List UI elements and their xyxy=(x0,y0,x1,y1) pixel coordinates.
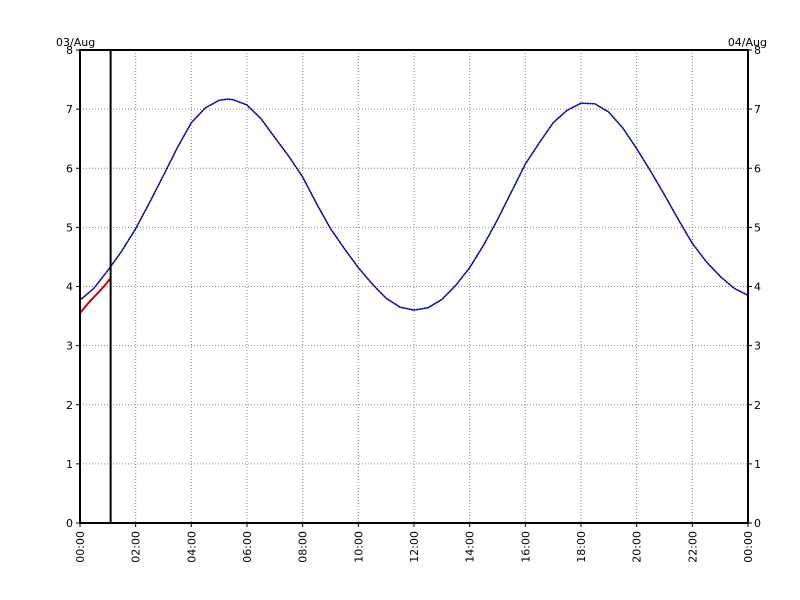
y-tick-label-right: 7 xyxy=(754,103,761,116)
y-tick-label-right: 6 xyxy=(754,162,761,175)
y-tick-label-left: 3 xyxy=(66,340,73,353)
y-tick-label-right: 0 xyxy=(754,517,761,530)
x-tick-label: 04:00 xyxy=(185,531,198,563)
ticks-layer: 0 0 1 1 2 2 3 3 4 4 5 5 6 6 7 7 8 8 00:00 02:00 04:00 06:00 08… xyxy=(66,44,761,563)
x-tick-label: 16:00 xyxy=(519,531,532,563)
y-tick-label-right: 4 xyxy=(754,281,761,294)
y-tick-label-left: 7 xyxy=(66,103,73,116)
y-tick-label-left: 1 xyxy=(66,458,73,471)
x-tick-label: 20:00 xyxy=(631,531,644,563)
y-tick-label-right: 3 xyxy=(754,340,761,353)
date-end-label: 04/Aug xyxy=(728,36,767,49)
y-tick-label-left: 0 xyxy=(66,517,73,530)
x-tick-label: 18:00 xyxy=(575,531,588,563)
x-tick-label: 12:00 xyxy=(408,531,421,563)
y-tick-label-left: 8 xyxy=(66,44,73,57)
date-start-label: 03/Aug xyxy=(56,36,95,49)
y-tick-label-right: 2 xyxy=(754,399,761,412)
series-layer xyxy=(79,98,749,315)
y-tick-label-right: 8 xyxy=(754,44,761,57)
y-tick-label-left: 2 xyxy=(66,399,73,412)
y-tick-label-left: 4 xyxy=(66,281,73,294)
x-tick-label: 22:00 xyxy=(686,531,699,563)
x-tick-label: 00:00 xyxy=(74,531,87,563)
grid-layer xyxy=(80,50,748,523)
y-tick-label-left: 5 xyxy=(66,221,73,234)
predicted-tide-series xyxy=(79,98,749,311)
observed-tide-series xyxy=(79,277,112,315)
y-tick-label-left: 6 xyxy=(66,162,73,175)
x-tick-label: 06:00 xyxy=(241,531,254,563)
y-tick-label-right: 1 xyxy=(754,458,761,471)
y-tick-label-right: 5 xyxy=(754,221,761,234)
x-tick-label: 08:00 xyxy=(297,531,310,563)
x-tick-label: 02:00 xyxy=(130,531,143,563)
x-tick-label: 10:00 xyxy=(352,531,365,563)
x-tick-label: 00:00 xyxy=(742,531,755,563)
x-tick-label: 14:00 xyxy=(464,531,477,563)
